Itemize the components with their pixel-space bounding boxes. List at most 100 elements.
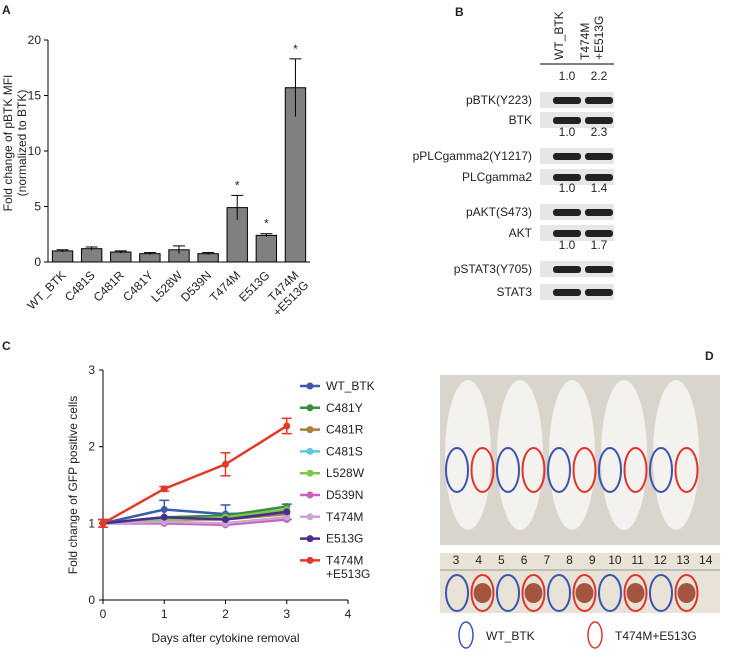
y-axis-label: Fold change of GFP positive cells <box>66 396 80 575</box>
tumor-photo <box>440 553 720 613</box>
legend-marker <box>306 382 314 390</box>
point <box>160 506 168 514</box>
ruler-label: 7 <box>543 553 550 567</box>
significance-mark: * <box>293 42 298 56</box>
blot-column-label: WT_BTK <box>552 11 566 60</box>
x-tick-label: D539N <box>178 268 214 304</box>
y-tick-label: 1 <box>88 516 95 530</box>
legend-label: T474M+E513G <box>326 553 370 581</box>
tumor-circle <box>572 574 597 612</box>
bar <box>197 253 219 263</box>
ruler-label: 6 <box>521 553 528 567</box>
x-tick-label: 3 <box>283 607 290 621</box>
ruler-label: 8 <box>566 553 573 567</box>
legend-label: WT_BTK <box>326 379 375 393</box>
bar <box>110 251 132 263</box>
blot-band <box>553 289 581 296</box>
significance-mark: * <box>264 217 269 231</box>
blot-band <box>553 266 581 273</box>
legend-marker <box>306 513 314 521</box>
legend-label: D539N <box>326 488 363 502</box>
tumor <box>524 583 543 603</box>
ruler-label: 9 <box>589 553 596 567</box>
blot-band <box>553 97 581 104</box>
blot-band <box>585 289 613 296</box>
legend-label: L528W <box>326 466 365 480</box>
bar <box>80 248 103 263</box>
tumor-circle <box>572 447 597 493</box>
x-axis-label: Days after cytokine removal <box>151 631 299 645</box>
blot-band <box>553 117 581 124</box>
tumor <box>626 583 645 603</box>
tumor-circle <box>649 574 673 612</box>
series-line <box>102 510 287 525</box>
legend-label: WT_BTK <box>486 629 535 643</box>
tumor-circle <box>547 447 571 493</box>
bar <box>51 250 74 263</box>
tumor-circle <box>649 447 673 493</box>
mouse <box>653 380 699 530</box>
tumor-circle <box>496 447 520 493</box>
mouse <box>497 380 543 530</box>
x-tick-label: L528W <box>148 268 185 305</box>
bar <box>139 253 161 263</box>
legend-label: T474M <box>326 510 363 524</box>
legend-ellipse <box>587 621 603 649</box>
tumor <box>677 583 696 603</box>
blot-band <box>553 174 581 181</box>
legend-label: C481R <box>326 423 364 437</box>
blot-row-label: pBTK(Y223) <box>466 93 532 107</box>
y-tick-label: 3 <box>88 363 95 377</box>
legend-marker <box>306 447 314 455</box>
y-tick-label: 20 <box>28 33 42 47</box>
series-line <box>102 515 287 525</box>
panel-label: C <box>2 339 11 353</box>
blot-band <box>585 266 613 273</box>
y-tick-label: 15 <box>28 89 42 103</box>
x-tick-label: 2 <box>222 607 229 621</box>
significance-mark: * <box>235 178 240 192</box>
panel-label: D <box>705 349 714 363</box>
legend-label: T474M+E513G <box>615 629 697 643</box>
blot-band <box>585 117 613 124</box>
blot-quantification: 1.7 <box>591 238 608 252</box>
x-tick-label: 0 <box>100 607 107 621</box>
legend-marker <box>306 404 314 412</box>
ruler-label: 3 <box>453 553 460 567</box>
blot-row-label: AKT <box>509 226 533 240</box>
blot-quantification: 2.2 <box>591 69 608 83</box>
mouse <box>445 380 491 530</box>
tumor-circle <box>445 447 469 493</box>
point <box>222 460 229 468</box>
ruler-label: 10 <box>608 553 622 567</box>
x-tick-label: 4 <box>345 607 352 621</box>
tumor-circle <box>674 447 699 493</box>
mouse <box>549 380 595 530</box>
blot-row-label: pSTAT3(Y705) <box>454 262 532 276</box>
tumor-circle <box>623 447 648 493</box>
tumor-circle <box>547 574 571 612</box>
ruler-label: 13 <box>676 553 690 567</box>
tumor <box>473 583 492 603</box>
point <box>99 519 107 527</box>
tumor-circle <box>598 447 622 493</box>
legend-marker <box>306 491 314 499</box>
panel-label: A <box>2 3 11 17</box>
blot-band <box>585 174 613 181</box>
ruler-label: 5 <box>498 553 505 567</box>
blot-column-label: T474M+E513G <box>578 16 606 60</box>
blot-row-label: BTK <box>509 113 532 127</box>
tumor <box>575 583 594 603</box>
blot-row-label: PLCgamma2 <box>462 170 532 184</box>
tumor-circle <box>521 447 546 493</box>
tumor-circle <box>674 574 699 612</box>
blot-band <box>585 97 613 104</box>
blot-quantification: 1.0 <box>559 125 576 139</box>
legend-label: E513G <box>326 532 363 546</box>
legend-marker <box>306 426 314 434</box>
blot-quantification: 1.0 <box>559 181 576 195</box>
panel-label: B <box>455 5 464 19</box>
legend-label: C481Y <box>326 401 363 415</box>
y-tick-label: 2 <box>88 440 95 454</box>
